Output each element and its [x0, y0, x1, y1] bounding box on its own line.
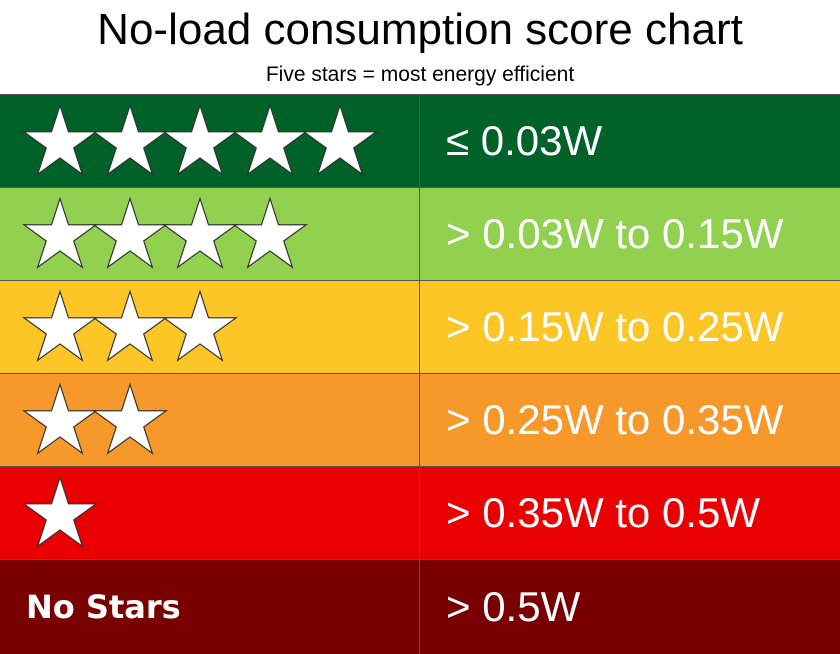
score-row: > 0.35W to 0.5W [0, 466, 840, 559]
star-icon [22, 382, 98, 455]
star-icon [92, 382, 168, 455]
star-rating-cell [0, 95, 420, 187]
star-icon [302, 103, 378, 176]
threshold-cell: > 0.25W to 0.35W [420, 374, 840, 466]
star-rating [22, 103, 378, 176]
threshold-label: > 0.5W [446, 583, 581, 630]
threshold-label: > 0.25W to 0.35W [446, 396, 784, 443]
star-rating [22, 289, 238, 362]
star-rating-cell [0, 374, 420, 466]
score-row: > 0.25W to 0.35W [0, 373, 840, 466]
threshold-label: > 0.03W to 0.15W [446, 210, 784, 257]
score-row: ≤ 0.03W [0, 94, 840, 187]
star-rating-cell: No Stars [0, 560, 420, 654]
threshold-label: > 0.35W to 0.5W [446, 489, 760, 536]
star-icon [162, 289, 238, 362]
threshold-cell: > 0.5W [420, 560, 840, 654]
score-row: No Stars > 0.5W [0, 559, 840, 654]
star-rating-cell [0, 467, 420, 559]
threshold-cell: ≤ 0.03W [420, 95, 840, 187]
star-icon [232, 103, 308, 176]
star-icon [22, 289, 98, 362]
star-icon [22, 103, 98, 176]
star-rating [22, 475, 98, 548]
score-row: > 0.03W to 0.15W [0, 187, 840, 280]
threshold-cell: > 0.15W to 0.25W [420, 281, 840, 373]
star-rating [22, 382, 168, 455]
star-icon [162, 196, 238, 269]
star-icon [232, 196, 308, 269]
star-icon [92, 289, 168, 362]
chart-header: No-load consumption score chart Five sta… [0, 0, 840, 94]
star-rating [22, 196, 308, 269]
star-icon [92, 196, 168, 269]
star-icon [22, 475, 98, 548]
chart-title: No-load consumption score chart [97, 5, 743, 54]
threshold-cell: > 0.35W to 0.5W [420, 467, 840, 559]
star-icon [92, 103, 168, 176]
threshold-label: > 0.15W to 0.25W [446, 303, 784, 350]
no-stars-label: No Stars [26, 588, 181, 626]
chart-subtitle: Five stars = most energy efficient [265, 63, 575, 86]
threshold-label: ≤ 0.03W [446, 117, 603, 164]
score-row: > 0.15W to 0.25W [0, 280, 840, 373]
star-rating-cell [0, 188, 420, 280]
score-rows: ≤ 0.03W > 0.03W to 0.15W > 0.15W to 0.25W >… [0, 94, 840, 654]
star-icon [162, 103, 238, 176]
star-rating-cell [0, 281, 420, 373]
star-icon [22, 196, 98, 269]
threshold-cell: > 0.03W to 0.15W [420, 188, 840, 280]
